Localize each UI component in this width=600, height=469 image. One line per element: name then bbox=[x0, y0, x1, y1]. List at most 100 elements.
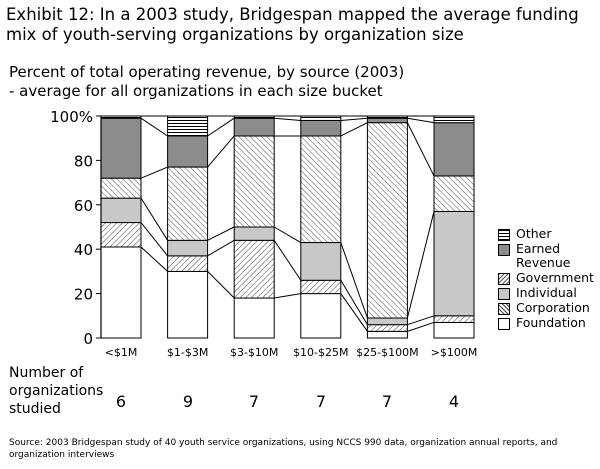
bar-segment-earned bbox=[233, 117, 275, 137]
connector-line bbox=[207, 239, 235, 257]
count-label: Number of organizations studied bbox=[9, 364, 103, 418]
connector-line bbox=[407, 315, 435, 326]
count-value: 9 bbox=[182, 392, 194, 411]
bar-segment-earned bbox=[433, 122, 475, 177]
bar-stack bbox=[233, 115, 275, 339]
connector-line bbox=[406, 211, 435, 319]
connector-line bbox=[273, 240, 302, 281]
bar-segment-indiv bbox=[167, 239, 209, 257]
chart-legend: Other Earned Revenue Government Individua… bbox=[498, 227, 594, 331]
bar-segment-corp bbox=[233, 239, 275, 299]
bar-segment-gov bbox=[233, 135, 275, 228]
connector-line bbox=[140, 166, 168, 179]
bar-segment-indiv bbox=[100, 197, 142, 224]
bar-segment-earned bbox=[167, 135, 209, 168]
legend-label-other: Other bbox=[516, 226, 552, 241]
bar-segment-corp bbox=[366, 324, 408, 332]
count-label-line-2: organizations bbox=[9, 383, 104, 399]
legend-item-foundation: Foundation bbox=[498, 316, 594, 330]
connector-line bbox=[207, 226, 235, 241]
bar-segment-earned bbox=[300, 119, 342, 137]
bar-segment-indiv bbox=[433, 210, 475, 317]
legend-item-corporation: Corporation bbox=[498, 301, 594, 315]
connector-line bbox=[340, 293, 368, 332]
swatch-individual bbox=[498, 288, 510, 300]
bar-segment-other bbox=[300, 115, 342, 121]
connector-line bbox=[340, 122, 368, 137]
legend-earned-line-2: Revenue bbox=[516, 255, 571, 270]
y-tick-label: 80 bbox=[74, 152, 93, 170]
bar-segment-gov bbox=[366, 122, 408, 319]
legend-label-corporation: Corporation bbox=[516, 300, 590, 315]
bar-segment-earned bbox=[100, 117, 142, 179]
count-value: 6 bbox=[115, 392, 127, 411]
count-value: 7 bbox=[248, 392, 260, 411]
y-tick-label: 100% bbox=[50, 108, 93, 126]
connector-line bbox=[407, 321, 435, 332]
connector-line bbox=[140, 222, 168, 257]
swatch-foundation bbox=[498, 318, 510, 330]
connector-line bbox=[140, 117, 168, 137]
bar-stack bbox=[433, 115, 475, 339]
bar-segment-corp bbox=[100, 222, 142, 248]
subtitle-line-1: Percent of total operating revenue, by s… bbox=[9, 63, 405, 81]
bar-stack bbox=[100, 115, 142, 339]
legend-label-government: Government bbox=[516, 270, 594, 285]
bar-segment-found bbox=[366, 330, 408, 339]
y-tick-label: 60 bbox=[74, 197, 93, 215]
bars-group bbox=[100, 115, 475, 339]
subtitle-line-2: - average for all organizations in each … bbox=[9, 82, 383, 100]
connector-line bbox=[274, 293, 301, 299]
x-tick-label: $1-$3M bbox=[167, 346, 208, 359]
bar-segment-corp bbox=[300, 279, 342, 295]
x-tick-label: $3-$10M bbox=[230, 346, 278, 359]
bar-segment-other bbox=[433, 115, 475, 124]
bar-segment-found bbox=[300, 293, 342, 339]
source-note: Source: 2003 Bridgespan study of 40 yout… bbox=[9, 438, 558, 460]
legend-label-earned: Earned Revenue bbox=[516, 242, 570, 270]
bar-segment-corp bbox=[167, 255, 209, 272]
count-label-line-3: studied bbox=[9, 401, 61, 417]
bar-segment-other bbox=[233, 115, 275, 119]
bar-segment-indiv bbox=[300, 242, 342, 281]
bar-segment-corp bbox=[433, 315, 475, 323]
bar-stack bbox=[366, 115, 408, 339]
y-tick-label: 40 bbox=[74, 241, 93, 259]
bar-segment-earned bbox=[366, 117, 408, 124]
bar-segment-gov bbox=[167, 166, 209, 241]
bar-stack bbox=[300, 115, 342, 339]
bar-segment-gov bbox=[433, 175, 475, 212]
chart-subtitle: Percent of total operating revenue, by s… bbox=[9, 63, 569, 101]
bar-segment-other bbox=[366, 115, 408, 119]
count-value: 7 bbox=[315, 392, 327, 411]
connector-line bbox=[340, 117, 368, 121]
legend-label-foundation: Foundation bbox=[516, 315, 586, 330]
bar-segment-indiv bbox=[233, 226, 275, 241]
connector-line bbox=[340, 242, 368, 319]
x-tick-label: <$1M bbox=[105, 346, 138, 359]
bar-segment-found bbox=[233, 297, 275, 339]
connector-line bbox=[273, 226, 302, 243]
connector-line bbox=[274, 117, 301, 121]
bar-segment-other bbox=[100, 115, 142, 119]
exhibit-title: Exhibit 12: In a 2003 study, Bridgespan … bbox=[6, 5, 579, 44]
bar-segment-gov bbox=[300, 135, 342, 244]
connector-line bbox=[140, 197, 169, 241]
legend-item-other: Other bbox=[498, 227, 594, 241]
legend-item-individual: Individual bbox=[498, 286, 594, 300]
bar-connectors bbox=[140, 115, 435, 332]
swatch-other bbox=[498, 229, 510, 241]
connector-line bbox=[140, 246, 168, 272]
swatch-corporation bbox=[498, 303, 510, 315]
legend-label-individual: Individual bbox=[516, 285, 577, 300]
bar-segment-indiv bbox=[366, 317, 408, 326]
y-tick-label: 20 bbox=[74, 286, 93, 304]
count-value: 7 bbox=[381, 392, 393, 411]
legend-item-government: Government bbox=[498, 271, 594, 285]
bar-segment-other bbox=[167, 115, 209, 137]
x-tick-label: $25-$100M bbox=[356, 346, 418, 359]
connector-line bbox=[207, 117, 235, 137]
bar-segment-gov bbox=[100, 177, 142, 199]
legend-earned-line-1: Earned bbox=[516, 241, 561, 256]
